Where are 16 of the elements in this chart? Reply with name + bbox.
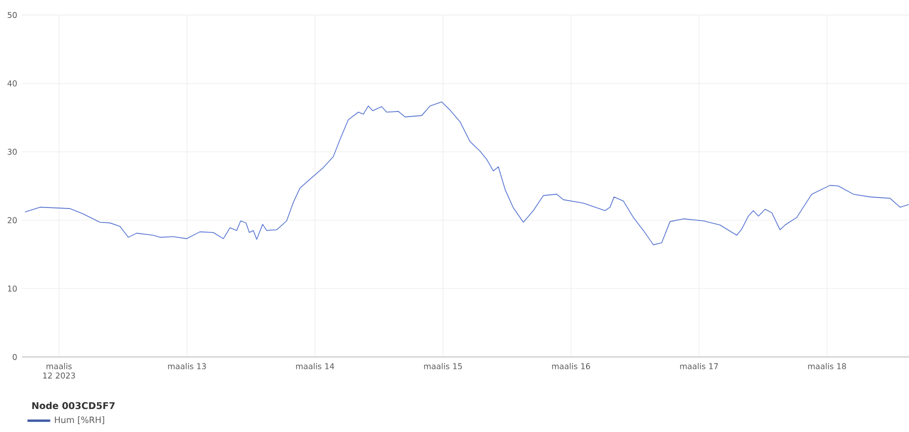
y-tick-label: 0 — [12, 354, 17, 360]
y-tick-label: 10 — [8, 286, 17, 292]
line-series — [24, 101, 909, 246]
x-tick-label: maalis 16 — [552, 363, 590, 370]
x-tick-label: maalis 17 — [680, 363, 718, 370]
text: Hum [%RH] — [54, 416, 104, 424]
y-tick-label: 20 — [8, 217, 17, 224]
x-tick-label: maalis 14 — [296, 363, 334, 370]
legend-title: Node 003CD5F7 — [32, 402, 115, 410]
y-tick-label: 30 — [8, 148, 17, 155]
x-tick-label: maalis 12 2023 — [43, 363, 75, 379]
y-tick-label: 50 — [8, 12, 17, 18]
x-tick-label: maalis 15 — [424, 363, 462, 370]
x-tick-label: maalis 13 — [168, 363, 206, 370]
y-tick-label: 40 — [8, 80, 17, 86]
x-tick-label: maalis 18 — [808, 363, 846, 370]
